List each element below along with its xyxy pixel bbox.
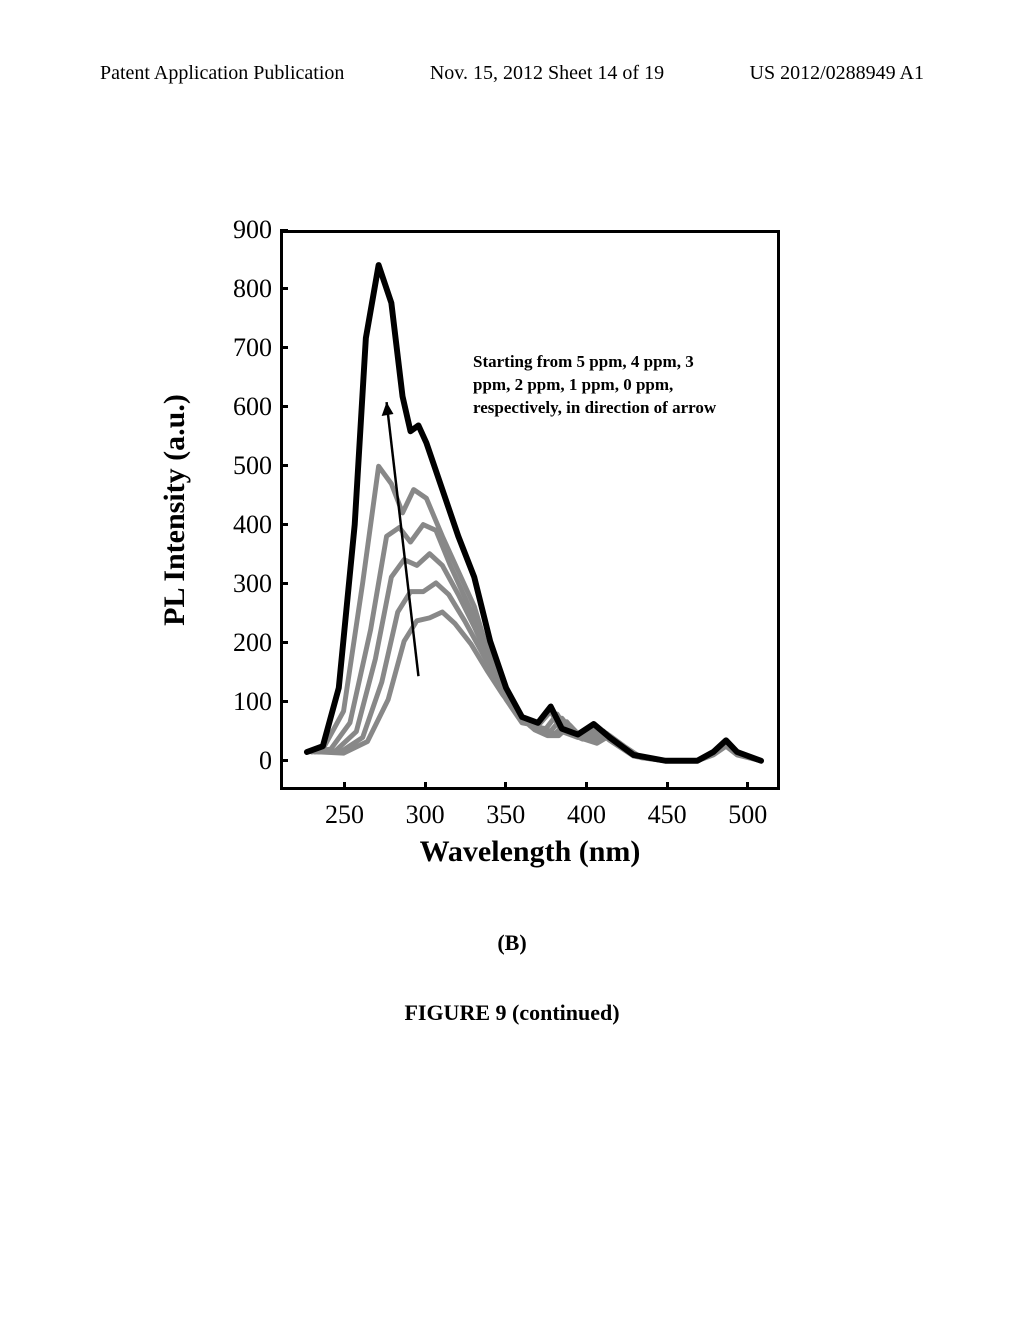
y-tick-mark (280, 405, 288, 408)
y-tick-mark (280, 759, 288, 762)
y-tick-label: 0 (259, 746, 272, 776)
x-tick-mark (666, 782, 669, 790)
x-tick-mark (746, 782, 749, 790)
x-tick-label: 300 (406, 800, 445, 830)
series-5-ppm (321, 612, 761, 761)
subplot-label: (B) (497, 930, 526, 956)
y-tick-mark (280, 700, 288, 703)
y-tick-mark (280, 287, 288, 290)
y-tick-label: 600 (233, 392, 272, 422)
x-tick-label: 400 (567, 800, 606, 830)
y-tick-label: 300 (233, 569, 272, 599)
header-center: Nov. 15, 2012 Sheet 14 of 19 (430, 62, 664, 85)
y-tick-label: 400 (233, 510, 272, 540)
y-tick-mark (280, 523, 288, 526)
y-axis-label: PL Intensity (a.u.) (158, 394, 192, 626)
pl-intensity-chart: Starting from 5 ppm, 4 ppm, 3 ppm, 2 ppm… (180, 230, 820, 850)
y-tick-label: 500 (233, 451, 272, 481)
x-tick-label: 350 (486, 800, 525, 830)
x-tick-label: 450 (648, 800, 687, 830)
series-0-ppm (307, 265, 761, 761)
x-tick-mark (585, 782, 588, 790)
y-tick-mark (280, 641, 288, 644)
y-tick-mark (280, 346, 288, 349)
y-tick-mark (280, 229, 288, 232)
annotation-line-3: respectively, in direction of arrow (473, 397, 733, 420)
x-tick-label: 500 (728, 800, 767, 830)
x-tick-mark (504, 782, 507, 790)
annotation-line-1: Starting from 5 ppm, 4 ppm, 3 (473, 351, 733, 374)
direction-arrow-head (382, 402, 394, 416)
y-tick-mark (280, 582, 288, 585)
y-tick-label: 700 (233, 333, 272, 363)
chart-annotation: Starting from 5 ppm, 4 ppm, 3 ppm, 2 ppm… (473, 351, 733, 420)
x-axis-label: Wavelength (nm) (420, 835, 641, 869)
header-left: Patent Application Publication (100, 62, 344, 85)
page-header: Patent Application Publication Nov. 15, … (0, 62, 1024, 85)
figure-caption: FIGURE 9 (continued) (404, 1000, 619, 1026)
x-tick-mark (424, 782, 427, 790)
y-tick-label: 100 (233, 687, 272, 717)
plot-area: Starting from 5 ppm, 4 ppm, 3 ppm, 2 ppm… (280, 230, 780, 790)
x-tick-label: 250 (325, 800, 364, 830)
header-right: US 2012/0288949 A1 (750, 62, 924, 85)
annotation-line-2: ppm, 2 ppm, 1 ppm, 0 ppm, (473, 374, 733, 397)
y-tick-mark (280, 464, 288, 467)
y-tick-label: 200 (233, 628, 272, 658)
x-tick-mark (343, 782, 346, 790)
y-tick-label: 900 (233, 215, 272, 245)
y-tick-label: 800 (233, 274, 272, 304)
chart-curves (283, 233, 777, 787)
